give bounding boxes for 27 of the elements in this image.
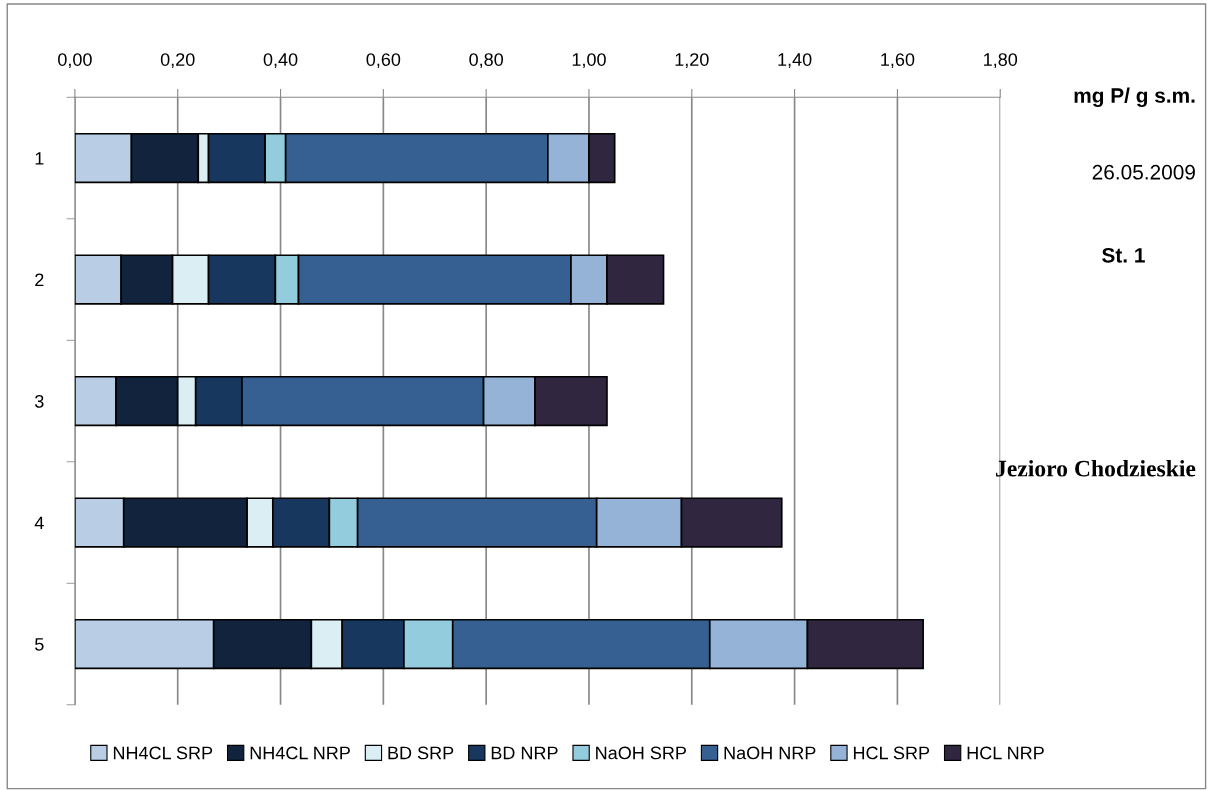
y-tick-label: 5 — [35, 638, 44, 651]
x-tick-label: 1,80 — [984, 53, 1018, 69]
y-tick-label: 3 — [34, 394, 44, 408]
legend-label: BD SRP — [388, 746, 454, 760]
legend-label: NaOH NRP — [724, 746, 816, 760]
x-tick-label: 0,80 — [469, 53, 504, 69]
x-tick-label: 0,60 — [366, 53, 401, 69]
y-tick-label: 1 — [35, 152, 44, 165]
x-axis-title: mg P/ g s.m. — [1074, 87, 1195, 108]
legend-label: NH4CL SRP — [113, 746, 213, 760]
legend-label: HCL SRP — [853, 746, 930, 760]
x-tick-label: 0,20 — [160, 53, 195, 69]
y-tick-label: 4 — [34, 516, 44, 530]
x-tick-label: 1,20 — [675, 53, 709, 69]
legend-label: NH4CL NRP — [250, 746, 350, 760]
x-tick-label: 0,40 — [263, 53, 298, 69]
y-tick-label: 2 — [35, 273, 44, 287]
x-tick-label: 1,00 — [572, 53, 606, 69]
legend-label: NaOH SRP — [596, 746, 686, 760]
legend-label: BD NRP — [491, 746, 558, 760]
text: 26.05.2009 — [1092, 164, 1195, 180]
text: St. 1 — [1102, 247, 1145, 263]
annotation: Jezioro Chodzieskie — [996, 459, 1196, 477]
x-tick-label: 0,00 — [58, 53, 92, 69]
x-tick-label: 1,40 — [778, 53, 812, 69]
legend-label: HCL NRP — [967, 746, 1044, 760]
x-tick-label: 1,60 — [881, 53, 915, 69]
